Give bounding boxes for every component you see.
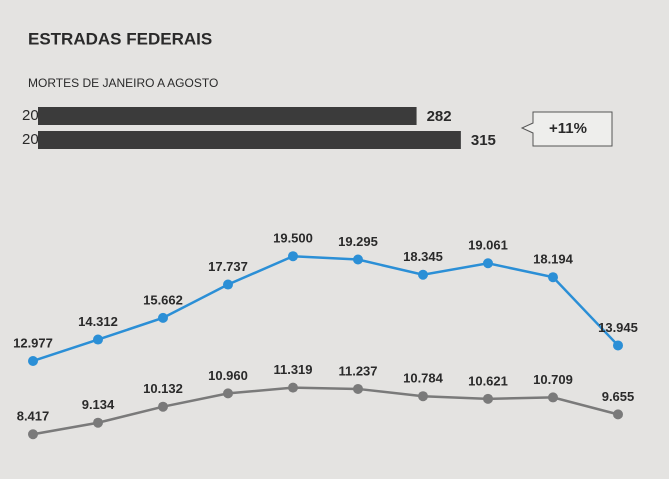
- point: [483, 393, 493, 404]
- value-label: 10.621: [468, 373, 508, 388]
- value-label: 10.960: [208, 368, 248, 383]
- point: [418, 269, 428, 280]
- value-label: 11.319: [273, 362, 312, 377]
- value-label: 315: [471, 132, 496, 149]
- line: [32, 386, 619, 436]
- value-label: 15.662: [143, 292, 183, 307]
- value-label: 11.237: [338, 363, 377, 378]
- value-label: 17.737: [208, 259, 248, 274]
- point: [548, 272, 558, 283]
- annotation: +11%: [549, 120, 587, 137]
- point: [613, 409, 623, 420]
- value-label: 9.655: [602, 389, 635, 404]
- value-label: 18.345: [403, 249, 443, 264]
- point: [158, 401, 168, 412]
- point: [28, 429, 38, 440]
- bar: [38, 131, 461, 149]
- value-label: 18.194: [533, 252, 574, 267]
- point: [613, 340, 623, 351]
- value-label: 10.784: [403, 371, 444, 386]
- point: [288, 251, 298, 262]
- value-label: 19.295: [338, 234, 378, 249]
- point: [548, 392, 558, 403]
- value-label: 13.945: [598, 320, 638, 335]
- chart-title: ESTRADAS FEDERAIS: [28, 29, 212, 48]
- value-label: 19.500: [273, 231, 313, 246]
- point: [223, 388, 233, 399]
- line: [32, 254, 619, 363]
- chart-subtitle: MORTES DE JANEIRO A AGOSTO: [28, 76, 218, 90]
- value-label: 10.709: [533, 372, 573, 387]
- value-label: 9.134: [82, 397, 115, 412]
- point: [223, 279, 233, 290]
- callout-box: [520, 111, 613, 147]
- point: [158, 312, 168, 323]
- value-label: 8.417: [17, 409, 50, 424]
- value-label: 14.312: [78, 314, 118, 329]
- point: [93, 417, 103, 428]
- point: [353, 383, 363, 394]
- point: [418, 391, 428, 402]
- value-label: 19.061: [468, 238, 508, 253]
- point: [483, 258, 493, 269]
- bar: [38, 107, 417, 125]
- point: [93, 334, 103, 345]
- point: [353, 254, 363, 265]
- point: [288, 382, 298, 393]
- value-label: 10.132: [143, 381, 183, 396]
- value-label: 12.977: [13, 335, 53, 350]
- value-label: 282: [427, 108, 452, 125]
- point: [28, 355, 38, 366]
